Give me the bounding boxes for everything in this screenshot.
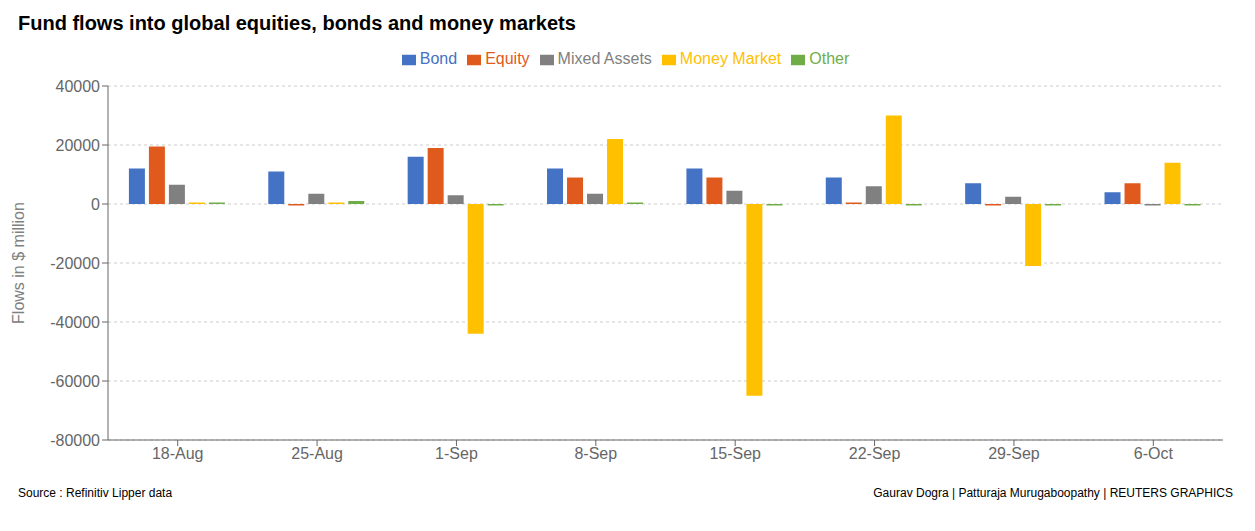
svg-text:8-Sep: 8-Sep xyxy=(574,445,617,462)
html-text:Other: Other xyxy=(809,50,850,67)
html-text:Gaurav Dogra | Patturaja Murug: Gaurav Dogra | Patturaja Murugaboopathy … xyxy=(873,486,1233,500)
svg-text:-40000: -40000 xyxy=(50,314,100,331)
svg-text:-20000: -20000 xyxy=(50,255,100,272)
svg-text:22-Sep: 22-Sep xyxy=(849,445,901,462)
html-text:Mixed Assets: Mixed Assets xyxy=(557,50,652,67)
svg-text:40000: 40000 xyxy=(56,78,101,95)
svg-text:1-Sep: 1-Sep xyxy=(435,445,478,462)
html-text:Money Market: Money Market xyxy=(679,50,782,67)
svg-text:18-Aug: 18-Aug xyxy=(152,445,204,462)
svg-text:Flows in $ million: Flows in $ million xyxy=(10,202,27,324)
html-text:Source : Refinitiv Lipper data: Source : Refinitiv Lipper data xyxy=(18,486,173,500)
svg-text:15-Sep: 15-Sep xyxy=(709,445,761,462)
svg-text:20000: 20000 xyxy=(56,137,101,154)
svg-text:-60000: -60000 xyxy=(50,373,100,390)
html-text:Equity: Equity xyxy=(485,50,530,67)
html-text:Fund flows into global equitie: Fund flows into global equities, bonds a… xyxy=(18,12,576,34)
svg-text:29-Sep: 29-Sep xyxy=(988,445,1040,462)
svg-text:-80000: -80000 xyxy=(50,432,100,449)
svg-text:25-Aug: 25-Aug xyxy=(291,445,343,462)
html-text:Bond: Bond xyxy=(419,50,458,67)
svg-text:6-Oct: 6-Oct xyxy=(1134,445,1174,462)
svg-text:0: 0 xyxy=(91,196,100,213)
